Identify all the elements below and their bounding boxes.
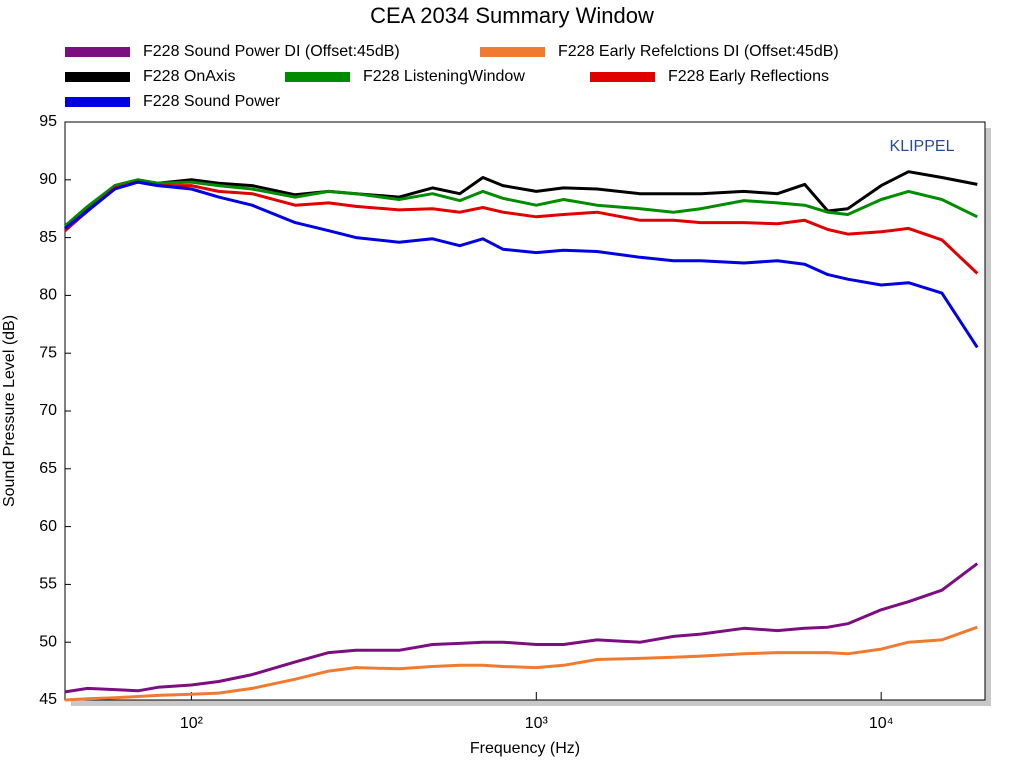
y-axis-label: Sound Pressure Level (dB) — [1, 315, 18, 507]
y-tick-label: 65 — [39, 460, 57, 477]
series-line — [64, 562, 979, 694]
legend-label: F228 Sound Power DI (Offset:45dB) — [143, 43, 400, 60]
legend-swatch — [590, 72, 655, 82]
legend-label: F228 Early Reflections — [668, 68, 829, 85]
plot-area — [64, 121, 986, 701]
series-line — [64, 180, 979, 275]
legend-swatch — [65, 47, 130, 57]
series-line — [64, 178, 978, 228]
x-tick-label: 10⁴ — [869, 715, 894, 732]
legend-swatch — [65, 72, 130, 82]
legend-swatch — [65, 97, 130, 107]
y-tick-label: 70 — [39, 402, 57, 419]
y-tick-label: 50 — [39, 633, 57, 650]
x-tick-label: 10² — [180, 715, 204, 732]
legend-swatch — [480, 47, 545, 57]
legend-label: F228 Early Refelctions DI (Offset:45dB) — [558, 43, 839, 60]
series-line — [64, 180, 979, 349]
chart-title: CEA 2034 Summary Window — [370, 3, 654, 28]
y-tick-label: 95 — [39, 113, 57, 130]
y-tick-label: 85 — [39, 229, 57, 246]
series-line — [64, 625, 978, 702]
x-axis-label: Frequency (Hz) — [470, 740, 580, 757]
y-tick-label: 75 — [39, 344, 57, 361]
y-tick-label: 55 — [39, 576, 57, 593]
y-tick-label: 60 — [39, 518, 57, 535]
y-tick-label: 90 — [39, 171, 57, 188]
annotation: KLIPPEL — [890, 138, 955, 155]
legend-label: F228 ListeningWindow — [363, 68, 525, 85]
y-tick-label: 45 — [39, 691, 57, 708]
legend-label: F228 OnAxis — [143, 68, 235, 85]
legend-swatch — [285, 72, 350, 82]
x-tick-label: 10³ — [525, 715, 549, 732]
legend-label: F228 Sound Power — [143, 93, 281, 110]
y-tick-label: 80 — [39, 287, 57, 304]
